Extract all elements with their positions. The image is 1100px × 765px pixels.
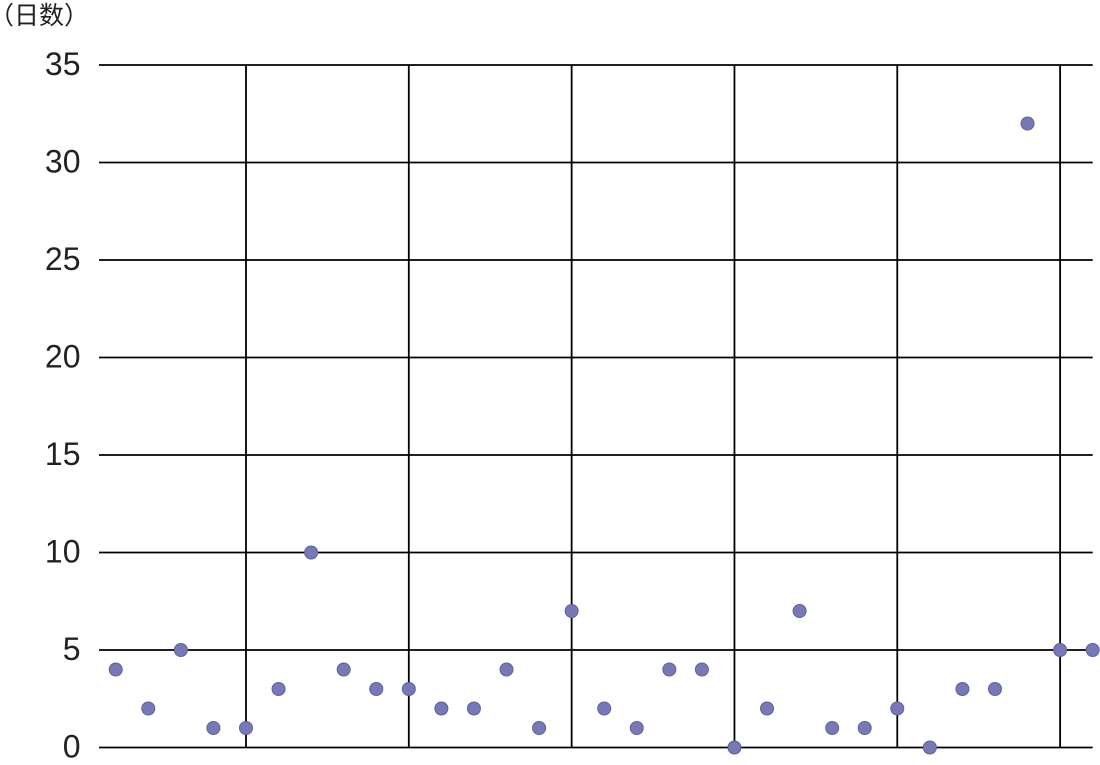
svg-text:0: 0 — [63, 729, 81, 765]
svg-text:5: 5 — [63, 631, 81, 667]
svg-text:30: 30 — [45, 144, 81, 180]
svg-text:25: 25 — [45, 241, 81, 277]
svg-text:15: 15 — [45, 436, 81, 472]
svg-text:35: 35 — [45, 46, 81, 82]
svg-text:10: 10 — [45, 534, 81, 570]
svg-text:20: 20 — [45, 339, 81, 375]
